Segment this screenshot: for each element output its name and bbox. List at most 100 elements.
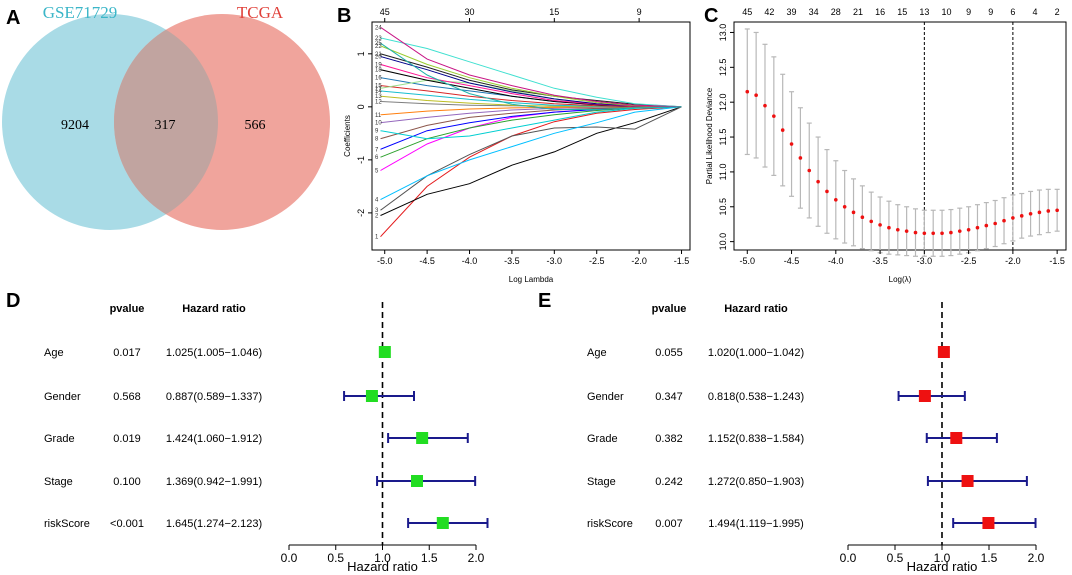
coef-index-10: 10 (375, 121, 382, 127)
row-pvalue: 0.347 (655, 391, 683, 403)
top-tick-label: 13 (919, 7, 929, 17)
top-tick-label: 4 (1033, 7, 1038, 17)
top-tick-label: 9 (988, 7, 993, 17)
coef-index-11: 11 (375, 113, 382, 119)
row-pvalue: <0.001 (110, 518, 144, 530)
deviance-point (975, 225, 980, 230)
coef-index-9: 9 (375, 129, 379, 135)
panel-label-d: D (6, 290, 20, 312)
row-hazard-ratio-text: 1.645(1.274−2.123) (166, 518, 262, 530)
coef-index-16: 16 (375, 76, 382, 82)
venn-overlap (114, 14, 218, 230)
row-pvalue: 0.007 (655, 518, 683, 530)
hazard-ratio-box (378, 346, 391, 358)
deviance-point (1046, 209, 1051, 213)
y-tick-label: 12.0 (718, 93, 728, 111)
coef-index-23: 23 (375, 36, 382, 42)
x-tick-label: -3.5 (872, 256, 888, 266)
panel-label-e: E (538, 290, 551, 312)
row-label: riskScore (587, 518, 633, 530)
coef-path-21 (380, 53, 682, 108)
x-tick-label: 1.5 (421, 551, 438, 565)
x-axis-title: Log(λ) (889, 275, 912, 284)
y-tick-label: 11.5 (718, 129, 728, 146)
hazard-ratio-header: Hazard ratio (182, 303, 246, 315)
row-pvalue: 0.382 (655, 433, 683, 445)
hazard-ratio-box (982, 517, 995, 529)
plot-frame (371, 21, 691, 251)
x-tick-label: 1.0 (374, 551, 391, 565)
coef-index-25: 25 (375, 41, 382, 47)
coef-index-14: 14 (375, 89, 382, 95)
deviance-point (887, 225, 891, 230)
coef-index-8: 8 (375, 137, 379, 143)
x-tick-label: 1.5 (981, 551, 998, 565)
coef-index-12: 12 (375, 100, 382, 106)
coef-index-19: 19 (375, 62, 382, 68)
deviance-point (895, 227, 900, 232)
coef-index-18: 18 (375, 68, 382, 74)
deviance-point (984, 223, 989, 228)
x-tick-label: -4.0 (462, 256, 478, 266)
hazard-ratio-box (961, 475, 974, 487)
deviance-point (851, 210, 856, 215)
deviance-point (931, 231, 935, 236)
row-pvalue: 0.055 (655, 347, 683, 359)
top-tick-label: 21 (853, 7, 863, 17)
top-tick-label: 9 (966, 7, 971, 17)
deviance-point (940, 231, 944, 236)
deviance-point (949, 230, 953, 235)
row-hazard-ratio-text: 1.020(1.000−1.042) (708, 347, 804, 359)
coef-path-25 (380, 42, 682, 110)
deviance-point (922, 231, 927, 236)
x-tick-label: -2.0 (631, 256, 647, 266)
y-tick-label: 0 (356, 104, 366, 109)
deviance-point (842, 204, 847, 209)
hazard-ratio-header: Hazard ratio (724, 303, 788, 315)
coef-index-4: 4 (375, 198, 379, 204)
y-tick-label: -1 (356, 156, 366, 164)
deviance-point (789, 142, 794, 146)
row-hazard-ratio-text: 1.272(0.850−1.903) (708, 476, 804, 488)
deviance-point (834, 197, 838, 202)
row-hazard-ratio-text: 1.494(1.119−1.995) (708, 518, 804, 530)
deviance-point (816, 179, 820, 184)
venn-count-left-only: 9204 (61, 118, 89, 133)
coef-path-18 (380, 69, 682, 108)
top-tick-label: 16 (875, 7, 885, 17)
row-hazard-ratio-text: 0.887(0.589−1.337) (166, 391, 262, 403)
row-pvalue: 0.568 (113, 391, 141, 403)
x-tick-label: -2.5 (589, 256, 605, 266)
coef-index-13: 13 (375, 94, 382, 100)
lasso-cv-plot: -5.0 -4.5 -4.0 -3.5 -3.0 -2.5 -2.0 -1.5 10.0 10.5… (705, 7, 1067, 284)
venn-label-tcga: TCGA (237, 3, 284, 22)
coef-index-20: 20 (375, 54, 382, 60)
deviance-point (1011, 216, 1015, 220)
x-tick-label: -4.5 (419, 256, 435, 266)
x-tick-label: 0.5 (327, 551, 344, 565)
row-label: Stage (587, 476, 616, 488)
deviance-point (913, 230, 918, 235)
row-hazard-ratio-text: 1.369(0.942−1.991) (166, 476, 262, 488)
deviance-point (1055, 208, 1059, 213)
row-pvalue: 0.242 (655, 476, 683, 488)
top-tick-label: 2 (1055, 7, 1060, 17)
x-axis-title: Hazard ratio (347, 559, 418, 574)
coef-index-3: 3 (375, 208, 379, 214)
x-tick-label: 2.0 (1028, 551, 1045, 565)
pvalue-header: pvalue (110, 303, 145, 315)
deviance-point (1019, 214, 1024, 218)
coef-index-17: 17 (375, 86, 382, 92)
y-tick-label: 1 (356, 51, 366, 56)
top-tick-label: 15 (897, 7, 907, 17)
x-axis-title: Hazard ratio (907, 559, 978, 574)
top-tick-label: 6 (1010, 7, 1015, 17)
row-pvalue: 0.017 (113, 347, 141, 359)
row-label: Age (587, 347, 607, 359)
venn-count-right-only: 566 (245, 118, 266, 133)
x-tick-label: -5.0 (740, 256, 756, 266)
hazard-ratio-box (937, 346, 950, 358)
row-label: Gender (44, 391, 81, 403)
x-tick-label: -4.0 (828, 256, 844, 266)
coef-path-22 (380, 45, 682, 108)
